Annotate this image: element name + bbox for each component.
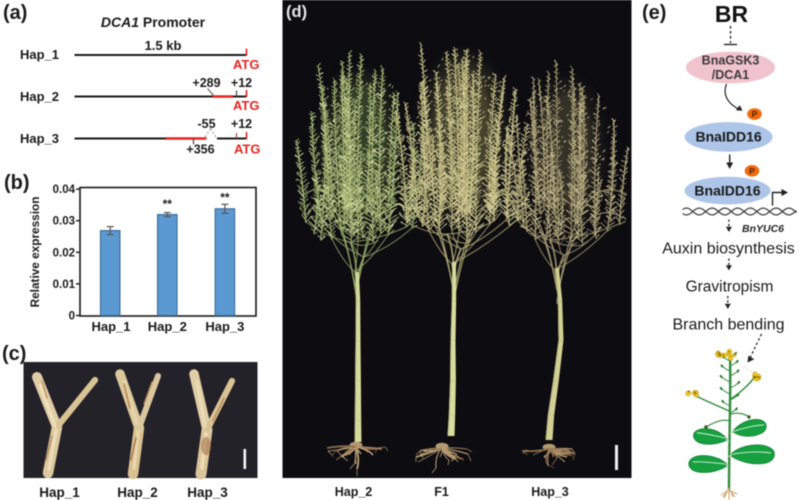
svg-text:Auxin biosynthesis: Auxin biosynthesis: [662, 241, 795, 258]
svg-text:Hap_3: Hap_3: [531, 485, 569, 499]
svg-text:(a): (a): [3, 2, 27, 24]
svg-text:0.04: 0.04: [53, 184, 76, 196]
svg-text:+356: +356: [186, 143, 214, 157]
svg-text:Hap_1: Hap_1: [20, 47, 59, 62]
svg-text:Hap_1: Hap_1: [39, 485, 80, 500]
svg-text:0.03: 0.03: [53, 216, 75, 228]
svg-text:Hap_3: Hap_3: [187, 485, 228, 500]
svg-text:ATG: ATG: [234, 142, 260, 157]
svg-text:F1: F1: [434, 485, 449, 499]
svg-text:Hap_3: Hap_3: [205, 319, 244, 334]
svg-text:Hap_2: Hap_2: [335, 485, 373, 499]
svg-text:1.5 kb: 1.5 kb: [145, 38, 182, 53]
svg-text:(e): (e): [642, 2, 666, 24]
svg-text:ATG: ATG: [233, 57, 259, 72]
svg-text:+12: +12: [231, 76, 252, 90]
svg-text:Gravitropism: Gravitropism: [686, 279, 774, 296]
svg-text:+12: +12: [231, 117, 252, 131]
svg-text:P: P: [752, 109, 758, 119]
svg-text:0.01: 0.01: [53, 279, 76, 291]
svg-text:0: 0: [69, 311, 75, 323]
svg-text:+289: +289: [192, 76, 220, 90]
svg-text:/DCA1: /DCA1: [712, 68, 750, 82]
svg-text:DCA1 Promoter: DCA1 Promoter: [101, 14, 206, 30]
svg-text:(b): (b): [4, 172, 30, 194]
svg-text:-55: -55: [197, 117, 215, 131]
svg-text:Hap_1: Hap_1: [91, 319, 130, 334]
svg-text:BnYUC6: BnYUC6: [742, 223, 784, 235]
svg-text:Branch bending: Branch bending: [672, 317, 784, 334]
svg-text:**: **: [163, 197, 173, 211]
svg-text:ATG: ATG: [233, 98, 259, 113]
svg-text:Hap_2: Hap_2: [117, 485, 158, 500]
svg-text:(d): (d): [286, 3, 307, 21]
svg-text:(c): (c): [2, 343, 26, 365]
svg-text:BR: BR: [715, 1, 749, 27]
svg-text:0.02: 0.02: [53, 247, 75, 259]
svg-text:Relative expression: Relative expression: [28, 197, 42, 308]
svg-text:Hap_2: Hap_2: [20, 89, 59, 104]
svg-text:BnaIDD16: BnaIDD16: [696, 129, 762, 145]
svg-text:**: **: [220, 191, 230, 205]
svg-text:P: P: [749, 166, 755, 176]
svg-text:BnaGSK3: BnaGSK3: [702, 54, 760, 68]
svg-text:Hap_2: Hap_2: [148, 319, 187, 334]
svg-text:Hap_3: Hap_3: [20, 131, 59, 146]
svg-text:BnaIDD16: BnaIDD16: [694, 183, 760, 199]
